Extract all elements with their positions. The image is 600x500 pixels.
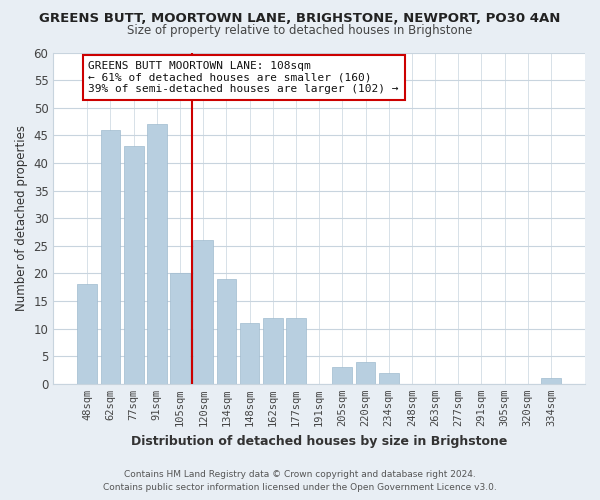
Bar [379, 373, 398, 384]
Bar [124, 146, 143, 384]
Bar [101, 130, 121, 384]
Text: GREENS BUTT, MOORTOWN LANE, BRIGHSTONE, NEWPORT, PO30 4AN: GREENS BUTT, MOORTOWN LANE, BRIGHSTONE, … [40, 12, 560, 26]
X-axis label: Distribution of detached houses by size in Brighstone: Distribution of detached houses by size … [131, 434, 508, 448]
Bar [217, 279, 236, 384]
Bar [170, 274, 190, 384]
Bar [263, 318, 283, 384]
Bar [356, 362, 376, 384]
Bar [240, 323, 259, 384]
Text: GREENS BUTT MOORTOWN LANE: 108sqm
← 61% of detached houses are smaller (160)
39%: GREENS BUTT MOORTOWN LANE: 108sqm ← 61% … [88, 61, 399, 94]
Bar [77, 284, 97, 384]
Bar [332, 367, 352, 384]
Y-axis label: Number of detached properties: Number of detached properties [15, 125, 28, 311]
Bar [147, 124, 167, 384]
Bar [541, 378, 561, 384]
Bar [286, 318, 306, 384]
Text: Contains HM Land Registry data © Crown copyright and database right 2024.
Contai: Contains HM Land Registry data © Crown c… [103, 470, 497, 492]
Text: Size of property relative to detached houses in Brighstone: Size of property relative to detached ho… [127, 24, 473, 37]
Bar [193, 240, 213, 384]
